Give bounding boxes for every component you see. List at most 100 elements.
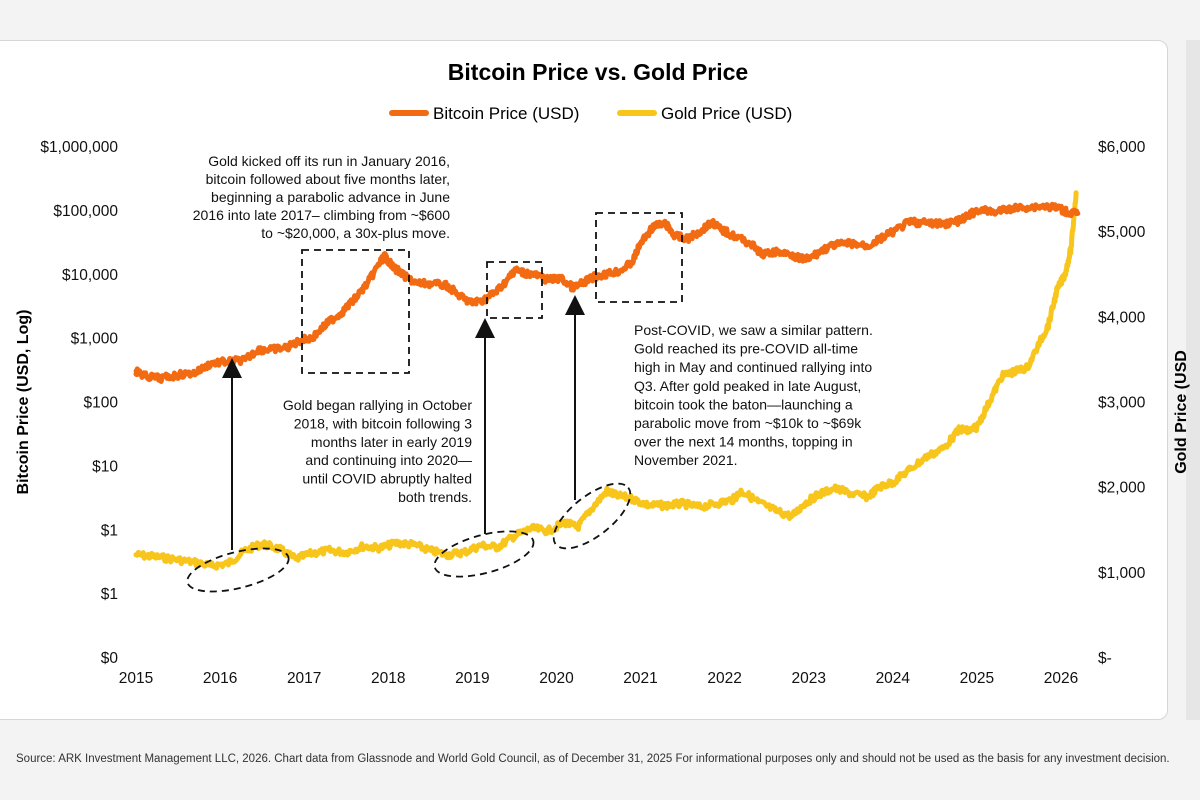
gold-point-32 — [663, 503, 669, 508]
bitcoin-point-0 — [133, 368, 139, 374]
gold-point-5 — [226, 560, 231, 566]
gold-point-19 — [461, 549, 467, 555]
note-covid-line-0: Post-COVID, we saw a similar pattern. — [634, 322, 873, 338]
bitcoin-point-56 — [831, 242, 837, 248]
note-2016-line-1: bitcoin followed about five months later… — [206, 171, 450, 187]
note-2019-line-0: Gold began rallying in October — [283, 397, 472, 413]
legend-label-gold: Gold Price (USD) — [661, 104, 792, 123]
bitcoin-point-65 — [966, 213, 971, 219]
bitcoin-point-3 — [175, 372, 181, 378]
note-2016-line-0: Gold kicked off its run in January 2016, — [208, 153, 450, 169]
bitcoin-point-10 — [285, 345, 290, 350]
bitcoin-point-47 — [718, 226, 723, 232]
box-2019-rally — [486, 261, 543, 319]
y-left-tick-4: $100 — [84, 395, 119, 412]
chart-title: Bitcoin Price vs. Gold Price — [448, 59, 748, 85]
y-axis-left-label: Bitcoin Price (USD, Log) — [15, 310, 32, 495]
bitcoin-point-16 — [364, 281, 370, 286]
gold-point-55 — [999, 373, 1005, 379]
bitcoin-point-57 — [848, 240, 854, 246]
bitcoin-point-54 — [806, 256, 812, 262]
note-2019-line-2: months later in early 2019 — [311, 434, 472, 450]
y-right-tick-6: $6,000 — [1098, 139, 1146, 156]
gold-point-41 — [802, 501, 807, 507]
bitcoin-point-46 — [709, 219, 715, 225]
gold-point-0 — [133, 552, 139, 558]
bitcoin-point-39 — [629, 260, 635, 265]
y-left-tick-8: $1,000,000 — [40, 139, 118, 156]
bitcoin-point-20 — [402, 274, 408, 280]
gold-point-10 — [310, 550, 315, 556]
gold-point-56 — [1012, 369, 1018, 375]
bitcoin-point-66 — [974, 207, 980, 213]
gold-point-58 — [1037, 339, 1043, 345]
gold-point-45 — [865, 494, 870, 500]
y-right-tick-3: $3,000 — [1098, 395, 1146, 412]
y-left-tick-6: $10,000 — [62, 267, 118, 284]
note-2019-line-1: 2018, with bitcoin following 3 — [294, 415, 472, 431]
bitcoin-point-31 — [533, 272, 538, 278]
gold-point-49 — [924, 454, 929, 460]
gold-point-53 — [974, 424, 980, 430]
ellipse-gold-2020 — [552, 482, 632, 550]
bitcoin-point-6 — [226, 359, 231, 365]
highlight-ellipses — [186, 482, 632, 593]
y-ticks-left: $0 $1 $1 $10 $100 $1,000 $10,000 $100,000 $1,000… — [40, 139, 118, 667]
y-left-tick-7: $100,000 — [53, 203, 118, 220]
gold-point-26 — [575, 525, 580, 530]
gold-point-57 — [1025, 365, 1030, 370]
bitcoin-point-4 — [192, 370, 198, 376]
bitcoin-point-71 — [1054, 205, 1060, 211]
gold-point-21 — [495, 544, 500, 550]
y-right-tick-4: $4,000 — [1098, 309, 1146, 326]
bitcoin-point-51 — [772, 249, 778, 255]
gold-point-47 — [890, 480, 896, 485]
bitcoin-point-43 — [671, 232, 677, 238]
bitcoin-point-28 — [507, 274, 513, 280]
gold-point-59 — [1046, 322, 1051, 328]
bitcoin-point-18 — [382, 253, 388, 259]
note-covid-line-2: high in May and continued rallying into — [634, 359, 872, 375]
gold-point-35 — [713, 501, 719, 507]
gold-point-9 — [293, 556, 299, 562]
bitcoin-point-72 — [1067, 210, 1072, 216]
note-covid-line-3: Q3. After gold peaked in late August, — [634, 378, 861, 394]
bitcoin-point-5 — [209, 360, 215, 366]
gold-point-20 — [478, 543, 484, 548]
x-tick-2020: 2020 — [539, 670, 574, 687]
x-tick-2017: 2017 — [287, 670, 321, 687]
arrows — [222, 295, 585, 550]
bitcoin-point-7 — [242, 357, 248, 363]
bitcoin-point-49 — [747, 240, 753, 246]
gold-point-16 — [411, 542, 416, 547]
bitcoin-point-55 — [818, 248, 824, 254]
gold-point-14 — [377, 545, 383, 551]
bitcoin-point-73 — [1075, 211, 1081, 216]
bitcoin-point-62 — [924, 220, 929, 226]
legend-label-bitcoin: Bitcoin Price (USD) — [433, 104, 579, 123]
bitcoin-point-23 — [444, 283, 450, 289]
bitcoin-point-2 — [158, 376, 164, 381]
bitcoin-point-63 — [940, 221, 946, 227]
bitcoin-point-11 — [297, 338, 303, 343]
annotations: Gold kicked off its run in January 2016,… — [193, 153, 873, 505]
bitcoin-point-21 — [415, 281, 421, 286]
note-2016-line-4: to ~$20,000, a 30x-plus move. — [261, 225, 450, 241]
box-2017-rally — [301, 249, 410, 374]
gold-point-30 — [629, 496, 635, 501]
bitcoin-point-19 — [390, 264, 395, 269]
x-tick-2024: 2024 — [876, 670, 911, 687]
gold-point-33 — [680, 501, 685, 507]
gold-point-23 — [528, 526, 534, 531]
bitcoin-point-17 — [377, 260, 383, 265]
note-covid-line-4: bitcoin took the baton—launching a — [634, 396, 853, 412]
gold-point-18 — [444, 552, 450, 558]
y-right-tick-0: $- — [1098, 650, 1112, 667]
gold-point-54 — [987, 399, 992, 404]
note-2019-line-4: until COVID abruptly halted — [302, 471, 472, 487]
note-covid-line-1: Gold reached its pre-COVID all-time — [634, 341, 858, 357]
bitcoin-point-70 — [1041, 203, 1047, 209]
gold-point-44 — [848, 491, 854, 496]
bitcoin-point-40 — [638, 240, 643, 246]
bitcoin-point-34 — [570, 285, 576, 291]
